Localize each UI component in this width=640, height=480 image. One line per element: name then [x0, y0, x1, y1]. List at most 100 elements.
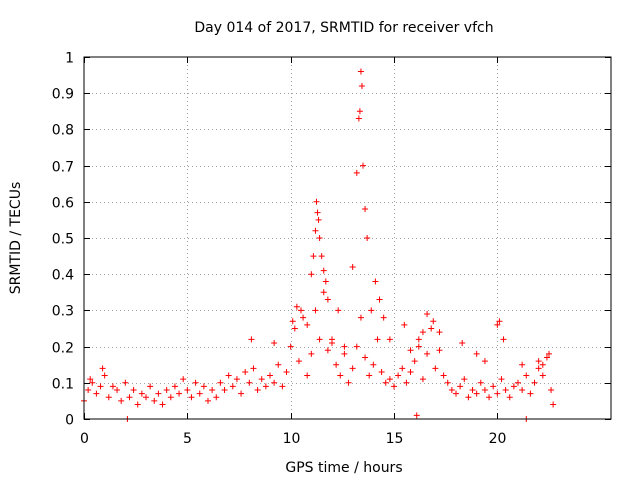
- data-point: [242, 368, 249, 375]
- data-point: [105, 394, 112, 401]
- data-point: [324, 347, 331, 354]
- data-point: [486, 394, 493, 401]
- x-axis-label: GPS time / hours: [285, 460, 402, 476]
- plot-frame: [83, 56, 612, 420]
- data-point: [360, 162, 366, 169]
- data-point: [316, 336, 323, 343]
- y-tick-label: 0.8: [52, 123, 74, 139]
- data-point: [481, 387, 488, 394]
- data-point: [267, 372, 273, 379]
- data-point: [436, 329, 443, 336]
- grid: [84, 57, 611, 419]
- data-point: [539, 361, 546, 368]
- data-point: [126, 394, 133, 401]
- data-point: [374, 336, 381, 343]
- data-point: [366, 372, 373, 379]
- data-point: [151, 397, 158, 404]
- data-point: [271, 339, 278, 346]
- data-point: [428, 325, 435, 332]
- data-point: [89, 379, 96, 386]
- data-point: [453, 390, 459, 397]
- data-point: [444, 379, 451, 386]
- data-point: [279, 383, 286, 390]
- data-point: [407, 347, 414, 354]
- data-point: [349, 263, 356, 270]
- data-point: [415, 343, 422, 350]
- data-point: [134, 401, 141, 408]
- data-point: [250, 365, 257, 372]
- data-point: [415, 336, 422, 343]
- data-point: [312, 307, 319, 314]
- data-point: [225, 372, 232, 379]
- data-point: [341, 350, 348, 357]
- data-point: [349, 365, 356, 372]
- data-point: [368, 307, 375, 314]
- data-point: [357, 314, 364, 321]
- data-point: [502, 387, 509, 394]
- data-point: [184, 387, 191, 394]
- data-point: [448, 387, 455, 394]
- data-point: [229, 383, 236, 390]
- x-tick-label: 0: [80, 431, 89, 447]
- y-tick-label: 0.2: [52, 341, 74, 357]
- data-point: [358, 82, 365, 89]
- data-point: [188, 394, 195, 401]
- y-tick-label: 0.1: [52, 377, 74, 393]
- data-point: [159, 401, 166, 408]
- data-point: [353, 169, 360, 176]
- data-point: [308, 350, 315, 357]
- data-point: [163, 387, 170, 394]
- y-tick-label: 1: [65, 51, 74, 67]
- data-point: [345, 379, 352, 386]
- data-point: [217, 379, 224, 386]
- y-tick-label: 0.5: [52, 232, 74, 248]
- y-tick-label: 0.3: [52, 304, 74, 320]
- data-point: [320, 289, 327, 296]
- data-point: [143, 394, 149, 401]
- data-point: [378, 368, 385, 375]
- data-point: [308, 271, 315, 278]
- data-point: [535, 358, 542, 365]
- y-tick-label: 0: [65, 413, 74, 429]
- data-point: [87, 376, 94, 383]
- data-point: [312, 227, 319, 234]
- data-point: [362, 206, 369, 213]
- data-point: [196, 390, 203, 397]
- y-tick-label: 0.6: [52, 196, 74, 212]
- data-point: [262, 383, 269, 390]
- data-point: [248, 336, 255, 343]
- data-point: [515, 379, 521, 386]
- x-axis-ticks: 0 5 10 15 20: [80, 57, 506, 447]
- data-point: [465, 394, 472, 401]
- data-point: [167, 394, 174, 401]
- data-point: [287, 343, 294, 350]
- data-point: [298, 307, 304, 314]
- data-point: [109, 383, 116, 390]
- data-point: [473, 390, 480, 397]
- data-point: [519, 387, 526, 394]
- data-point: [494, 321, 501, 328]
- data-point: [380, 314, 387, 321]
- data-point: [304, 372, 311, 379]
- data-point: [315, 216, 322, 223]
- data-point: [333, 361, 340, 368]
- data-point: [473, 350, 480, 357]
- data-point: [413, 412, 420, 419]
- data-point: [496, 318, 503, 325]
- data-point: [477, 379, 484, 386]
- data-point: [300, 314, 307, 321]
- data-point: [353, 343, 360, 350]
- data-point: [403, 379, 410, 386]
- data-point: [171, 383, 178, 390]
- x-tick-label: 15: [386, 431, 404, 447]
- data-point: [138, 390, 145, 397]
- data-point: [401, 321, 408, 328]
- data-point: [440, 372, 447, 379]
- data-point: [283, 368, 290, 375]
- data-point: [372, 278, 379, 285]
- data-point: [386, 336, 393, 343]
- data-point: [295, 358, 302, 365]
- data-point: [122, 379, 129, 386]
- data-point: [355, 115, 362, 122]
- data-point: [490, 383, 497, 390]
